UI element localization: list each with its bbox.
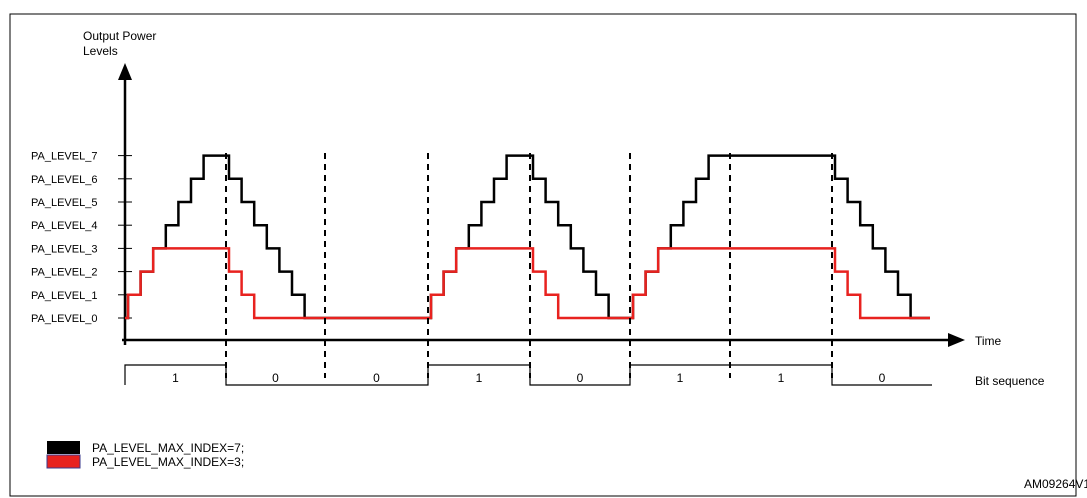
bit-label: 1 xyxy=(172,371,179,385)
y-axis-label-line1: Output Power xyxy=(83,29,156,43)
legend-label-black: PA_LEVEL_MAX_INDEX=7; xyxy=(92,441,244,455)
level-label: PA_LEVEL_3 xyxy=(31,243,97,255)
bit-label: 0 xyxy=(577,371,584,385)
bit-labels: 1 0 0 1 0 1 1 0 xyxy=(172,371,886,385)
level-label: PA_LEVEL_5 xyxy=(31,197,97,209)
y-axis-arrow xyxy=(118,63,132,80)
legend-swatch-black xyxy=(47,441,80,454)
bit-label: 0 xyxy=(272,371,279,385)
figure-border xyxy=(10,14,1076,496)
bit-label: 1 xyxy=(778,371,785,385)
bit-waveform xyxy=(125,365,932,385)
level-label: PA_LEVEL_1 xyxy=(31,290,97,302)
x-axis-arrow xyxy=(948,333,965,347)
bit-label: 1 xyxy=(476,371,483,385)
level-label: PA_LEVEL_6 xyxy=(31,174,97,186)
bit-label: 0 xyxy=(373,371,380,385)
figure-id: AM09264V1 xyxy=(1024,477,1087,491)
bit-boundaries xyxy=(226,153,832,378)
x-axis-label: Time xyxy=(975,334,1002,348)
legend-swatch-red xyxy=(47,455,80,468)
bit-sequence-label: Bit sequence xyxy=(975,374,1045,388)
level-labels: PA_LEVEL_0 PA_LEVEL_1 PA_LEVEL_2 PA_LEVEL_3… xyxy=(31,151,132,325)
bit-label: 1 xyxy=(677,371,684,385)
level-label: PA_LEVEL_2 xyxy=(31,267,97,279)
y-axis-label-line2: Levels xyxy=(83,44,118,58)
legend-label-red: PA_LEVEL_MAX_INDEX=3; xyxy=(92,455,244,469)
bit-label: 0 xyxy=(879,371,886,385)
level-label: PA_LEVEL_7 xyxy=(31,151,97,163)
level-label: PA_LEVEL_4 xyxy=(31,220,97,232)
level-label: PA_LEVEL_0 xyxy=(31,313,97,325)
red-power-trace xyxy=(125,248,930,318)
